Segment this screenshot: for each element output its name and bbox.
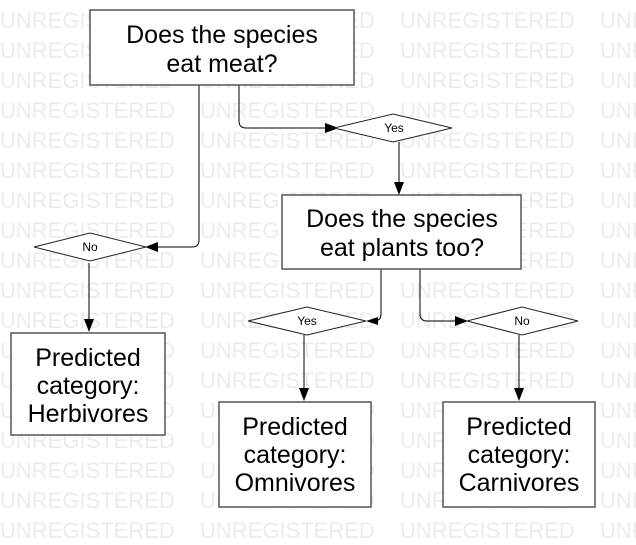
watermark-text: UNREGISTERED: [600, 338, 636, 363]
arrowhead: [145, 242, 158, 252]
outcome-line: Omnivores: [235, 469, 356, 497]
outcome-line: category:: [244, 441, 347, 469]
watermark-text: UNREGISTERED: [600, 278, 636, 303]
watermark-text: UNREGISTERED: [600, 368, 636, 393]
watermark-text: UNREGISTERED: [600, 38, 636, 63]
question-node-eat-meat: Does the species eat meat?: [89, 9, 355, 86]
outcome-node-herbivores: Predicted category: Herbivores: [10, 332, 166, 436]
watermark-text: UNREGISTERED: [600, 188, 636, 213]
watermark-text: UNREGISTERED: [600, 248, 636, 273]
watermark-text: UNREGISTERED: [0, 188, 175, 213]
connectors: [84, 85, 524, 401]
outcome-line: Predicted: [466, 413, 572, 441]
outcome-line: Carnivores: [459, 469, 580, 497]
watermark-text: UNREGISTERED: [400, 368, 575, 393]
watermark-text: UNREGISTERED: [400, 38, 575, 63]
arrowhead: [366, 317, 378, 325]
watermark-text: UNREGISTERED: [600, 98, 636, 123]
watermark-text: UNREGISTERED: [0, 128, 175, 153]
watermark-text: UNREGISTERED: [400, 518, 575, 543]
decision-label: Yes: [297, 314, 317, 328]
connector-plants-to-no: [419, 269, 462, 322]
watermark-text: UNREGISTERED: [200, 98, 375, 123]
watermark-text: UNREGISTERED: [200, 368, 375, 393]
arrowhead: [84, 319, 94, 332]
question-line: eat plants too?: [320, 234, 484, 262]
outcome-line: Predicted: [35, 344, 141, 372]
watermark-text: UNREGISTERED: [200, 278, 375, 303]
watermark-text: UNREGISTERED: [600, 68, 636, 93]
watermark-text: UNREGISTERED: [600, 398, 636, 423]
question-line: Does the species: [306, 205, 498, 233]
watermark-text: UNREGISTERED: [400, 68, 575, 93]
question-line: Does the species: [126, 21, 318, 49]
watermark-text: UNREGISTERED: [400, 8, 575, 33]
outcome-line: category:: [37, 372, 140, 400]
outcome-line: Predicted: [242, 413, 348, 441]
watermark-text: UNREGISTERED: [200, 128, 375, 153]
watermark-text: UNREGISTERED: [0, 458, 175, 483]
question-line: eat meat?: [166, 50, 277, 78]
watermark-text: UNREGISTERED: [600, 488, 636, 513]
question-node-eat-plants: Does the species eat plants too?: [281, 194, 522, 270]
arrowhead: [455, 316, 468, 326]
arrowhead: [325, 123, 339, 133]
decision-label: No: [82, 240, 98, 254]
watermark-text: UNREGISTERED: [600, 428, 636, 453]
watermark-text: UNREGISTERED: [600, 518, 636, 543]
arrowhead: [394, 182, 404, 195]
watermark-text: UNREGISTERED: [0, 278, 175, 303]
watermark-text: UNREGISTERED: [400, 98, 575, 123]
watermark-text: UNREGISTERED: [600, 218, 636, 243]
decision-meat-no: No: [33, 232, 147, 262]
decision-label: No: [514, 314, 530, 328]
watermark-text: UNREGISTERED: [0, 518, 175, 543]
connector-meat-to-yes: [238, 85, 334, 129]
watermark-text: UNREGISTERED: [0, 158, 175, 183]
watermark-text: UNREGISTERED: [600, 458, 636, 483]
watermark-text: UNREGISTERED: [600, 308, 636, 333]
decision-meat-yes: Yes: [333, 113, 453, 143]
decision-plants-no: No: [466, 306, 579, 336]
watermark-text: UNREGISTERED: [400, 158, 575, 183]
arrowhead: [299, 388, 309, 401]
outcome-node-omnivores: Predicted category: Omnivores: [218, 401, 372, 508]
decision-label: Yes: [384, 121, 404, 135]
watermark-text: UNREGISTERED: [600, 8, 636, 33]
decision-plants-yes: Yes: [247, 306, 367, 336]
watermark-text: UNREGISTERED: [400, 278, 575, 303]
watermark-text: UNREGISTERED: [0, 98, 175, 123]
arrowhead: [514, 388, 524, 401]
watermark-text: UNREGISTERED: [600, 128, 636, 153]
watermark-text: UNREGISTERED: [600, 158, 636, 183]
connector-meat-to-no: [152, 85, 200, 248]
watermark-text: UNREGISTERED: [200, 518, 375, 543]
outcome-node-carnivores: Predicted category: Carnivores: [442, 401, 596, 508]
outcome-line: Herbivores: [28, 400, 149, 428]
watermark-text: UNREGISTERED: [400, 338, 575, 363]
watermark-text: UNREGISTERED: [200, 338, 375, 363]
outcome-line: category:: [468, 441, 571, 469]
watermark-text: UNREGISTERED: [200, 158, 375, 183]
watermark-text: UNREGISTERED: [0, 488, 175, 513]
